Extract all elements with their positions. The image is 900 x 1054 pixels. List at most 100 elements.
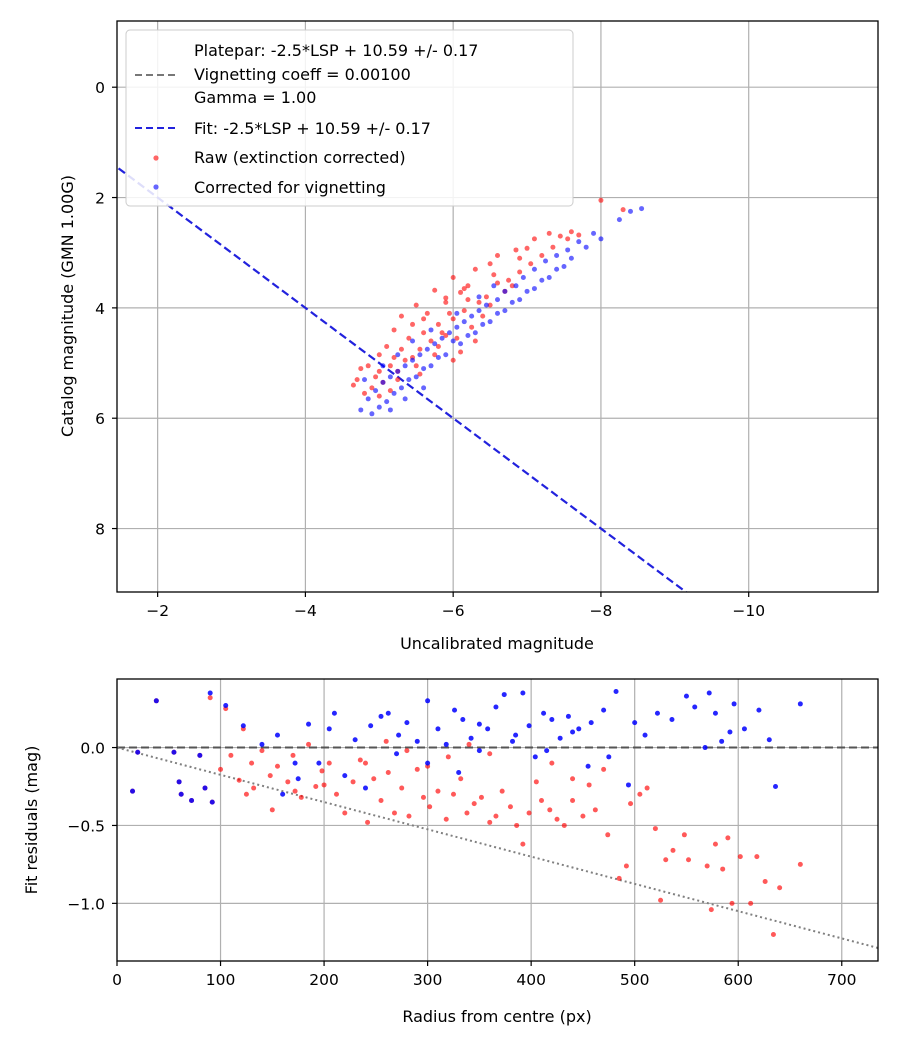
corrected-point bbox=[432, 341, 438, 347]
corrected-point bbox=[410, 338, 416, 344]
residual-raw-point bbox=[236, 777, 242, 783]
residual-corrected-point bbox=[719, 738, 725, 744]
corrected-point bbox=[502, 308, 508, 314]
raw-point bbox=[620, 207, 626, 213]
residual-corrected-point bbox=[425, 760, 431, 766]
residual-raw-point bbox=[487, 819, 493, 825]
residual-corrected-point bbox=[557, 735, 563, 741]
corrected-point bbox=[387, 407, 393, 413]
residuals-points-layer bbox=[130, 688, 803, 938]
residual-corrected-point bbox=[280, 791, 286, 797]
residual-raw-point bbox=[471, 801, 477, 807]
raw-point bbox=[598, 197, 604, 203]
corrected-point bbox=[495, 297, 500, 303]
residual-raw-point bbox=[298, 794, 304, 800]
residual-raw-point bbox=[570, 798, 576, 804]
corrected-point bbox=[421, 385, 427, 391]
raw-point bbox=[480, 313, 486, 319]
raw-point bbox=[443, 295, 449, 301]
raw-point bbox=[568, 229, 574, 235]
residual-raw-point bbox=[533, 779, 539, 785]
residual-corrected-point bbox=[541, 710, 547, 716]
raw-point bbox=[524, 245, 530, 251]
corrected-point bbox=[384, 399, 390, 405]
residual-raw-point bbox=[385, 769, 391, 775]
residual-corrected-point bbox=[772, 784, 778, 790]
raw-point bbox=[387, 363, 393, 369]
residual-corrected-point bbox=[396, 732, 402, 738]
residuals-panel: 0 100 200 300 400 500 600 700 0.0 −0.5 −1.0 Radiu… bbox=[22, 678, 879, 1026]
residual-raw-point bbox=[259, 748, 265, 754]
raw-point bbox=[413, 363, 419, 369]
residuals-x-tick-label: 600 bbox=[723, 971, 753, 989]
residual-raw-point bbox=[399, 785, 405, 791]
residual-corrected-point bbox=[526, 723, 532, 729]
residuals-x-ticks: 0 100 200 300 400 500 600 700 bbox=[112, 961, 857, 989]
residual-raw-point bbox=[670, 847, 676, 853]
residual-corrected-point bbox=[385, 710, 391, 716]
residual-corrected-point bbox=[476, 721, 482, 727]
corrected-point bbox=[421, 366, 427, 372]
legend-corrected-marker bbox=[153, 184, 159, 190]
corrected-point bbox=[509, 299, 515, 305]
corrected-point bbox=[413, 374, 419, 380]
residual-raw-point bbox=[526, 810, 532, 816]
corrected-point bbox=[380, 363, 386, 369]
residual-corrected-point bbox=[727, 729, 733, 735]
corrected-point bbox=[435, 355, 441, 361]
corrected-point bbox=[554, 266, 560, 272]
residual-raw-point bbox=[729, 900, 735, 906]
residual-corrected-point bbox=[532, 754, 538, 760]
raw-point bbox=[373, 374, 379, 380]
residual-raw-point bbox=[420, 794, 426, 800]
corrected-point bbox=[406, 377, 412, 383]
residual-raw-point bbox=[628, 801, 634, 807]
residual-raw-point bbox=[708, 907, 714, 913]
residual-corrected-point bbox=[468, 735, 474, 741]
corrected-point bbox=[495, 310, 500, 316]
residual-corrected-point bbox=[712, 710, 718, 716]
raw-point bbox=[557, 233, 563, 239]
residual-corrected-point bbox=[588, 720, 594, 726]
raw-point bbox=[413, 302, 419, 308]
corrected-point bbox=[491, 283, 497, 289]
raw-point bbox=[432, 352, 438, 358]
residual-raw-point bbox=[748, 900, 754, 906]
corrected-point bbox=[502, 288, 508, 294]
calibration-x-tick-label: −4 bbox=[294, 602, 317, 620]
corrected-point bbox=[513, 283, 519, 289]
corrected-point bbox=[546, 275, 552, 281]
raw-point bbox=[435, 321, 441, 327]
corrected-point bbox=[531, 286, 537, 292]
residual-raw-point bbox=[404, 748, 410, 754]
residuals-y-ticks: 0.0 −0.5 −1.0 bbox=[67, 740, 117, 913]
residual-raw-point bbox=[658, 897, 664, 903]
residual-corrected-point bbox=[456, 769, 462, 775]
residuals-gridlines bbox=[116, 679, 878, 961]
corrected-point bbox=[458, 341, 464, 347]
corrected-point bbox=[539, 277, 545, 283]
residual-corrected-point bbox=[223, 702, 229, 708]
calibration-x-tick-label: −8 bbox=[590, 602, 613, 620]
raw-point bbox=[483, 294, 489, 300]
residual-raw-point bbox=[770, 932, 776, 938]
raw-point bbox=[439, 330, 445, 336]
corrected-point bbox=[543, 258, 549, 264]
calibration-y-tick-label: 2 bbox=[95, 190, 105, 208]
residual-corrected-point bbox=[632, 720, 638, 726]
residual-corrected-point bbox=[240, 723, 246, 729]
raw-point bbox=[398, 313, 404, 319]
residual-raw-point bbox=[342, 810, 348, 816]
corrected-point bbox=[472, 330, 478, 336]
residuals-x-tick-label: 100 bbox=[206, 971, 236, 989]
corrected-point bbox=[454, 310, 460, 316]
raw-point bbox=[421, 316, 427, 322]
corrected-point bbox=[565, 247, 571, 253]
residual-corrected-point bbox=[452, 707, 458, 713]
raw-point bbox=[398, 346, 404, 352]
residual-corrected-point bbox=[189, 798, 195, 804]
residual-raw-point bbox=[414, 766, 420, 772]
residual-corrected-point bbox=[306, 721, 312, 727]
corrected-point bbox=[454, 324, 460, 330]
residuals-x-tick-label: 200 bbox=[309, 971, 339, 989]
